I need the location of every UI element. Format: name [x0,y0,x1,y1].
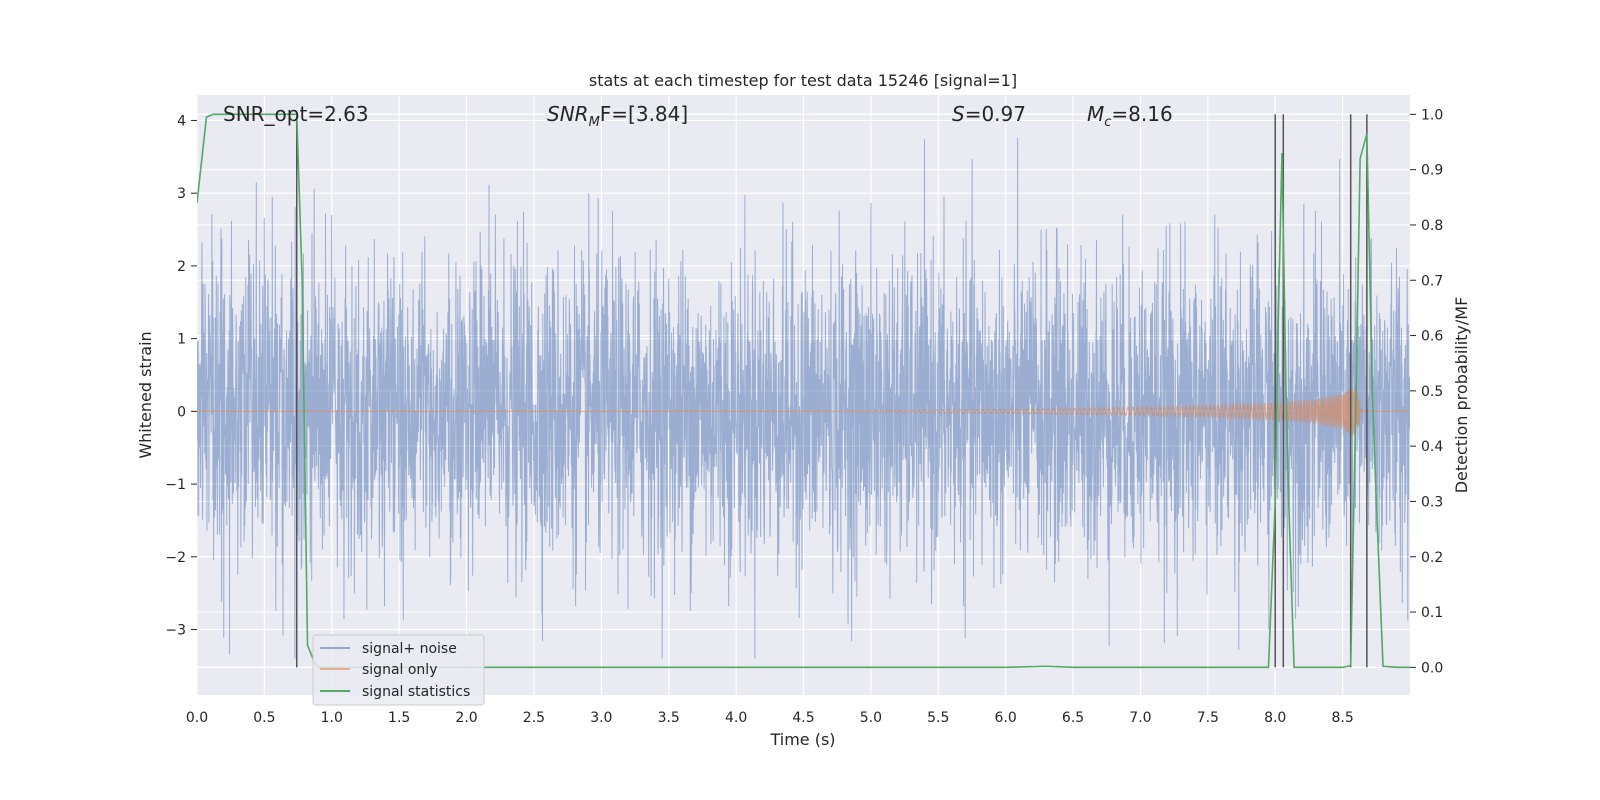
legend-box [312,634,485,706]
annotation-mc-sub: c [1104,115,1111,130]
y-left-tick-label-5: 2 [177,259,186,275]
legend-label-signal-only: signal only [362,662,437,678]
vertical-markers [295,114,1368,668]
y-right-tick-label-0: 0.0 [1421,660,1443,676]
chart-title: stats at each timestep for test data 152… [589,71,1017,90]
y-right-tick-label-9: 0.9 [1421,163,1443,179]
x-tick-label-14: 7.0 [1129,710,1151,726]
y-left-tick-label-6: 3 [177,186,186,202]
legend: signal+ noise signal only signal statist… [312,634,485,706]
x-tick-label-0: 0.0 [186,710,208,726]
series-signal-noise [197,137,1410,659]
y-left-tick-label-7: 4 [177,113,186,129]
x-tick-label-16: 8.0 [1264,710,1286,726]
annotation-snr-mf-sub: M [589,115,600,130]
legend-label-signal-statistics: signal statistics [362,684,470,700]
y-left-tick-label-3: 0 [177,404,186,420]
series-signal-statistics [197,113,1410,669]
series-signal-only [197,386,1410,436]
annotation-mc-name: M [1087,102,1104,126]
y-right-tick-label-10: 1.0 [1421,107,1443,123]
annotation-s: S=0.97 [952,102,1026,126]
x-tick-label-8: 4.0 [725,710,747,726]
x-tick-label-5: 2.5 [523,710,545,726]
x-tick-label-2: 1.0 [321,710,343,726]
signal-noise-line [197,137,1410,659]
x-axis-label: Time (s) [769,730,835,749]
annotation-mc: Mc=8.16 [1087,102,1173,130]
x-tick-label-9: 4.5 [792,710,814,726]
x-axis-ticks: 0.0 0.5 1.0 1.5 2.0 2.5 3.0 3.5 4.0 4.5 5.0 5.5 6.0 6… [186,710,1354,726]
annotation-snr-mf-name: SNR [547,102,589,126]
x-tick-label-10: 5.0 [860,710,882,726]
annotation-snr-mf: SNRMF=[3.84] [547,102,688,130]
y-left-tick-label-0: −3 [165,623,186,639]
y-axis-left-ticks: −3 −2 −1 0 1 2 3 4 [165,113,197,639]
annotation-snr-mf-rest: F=[3.84] [600,102,688,126]
x-tick-label-17: 8.5 [1331,710,1353,726]
annotation-s-name: S [952,102,965,126]
y-left-tick-label-2: −1 [165,477,186,493]
y-axis-right-label: Detection probability/MF [1452,297,1471,494]
signal-statistics-line [197,113,1410,669]
y-right-tick-label-7: 0.7 [1421,273,1443,289]
annotation-snr-opt: SNR_opt=2.63 [223,102,369,126]
y-left-tick-label-1: −2 [165,550,186,566]
y-right-tick-label-6: 0.6 [1421,329,1443,345]
x-tick-label-7: 3.5 [658,710,680,726]
y-axis-left-label: Whitened strain [136,331,155,458]
signal-only-line [197,386,1410,436]
annotation-s-rest: =0.97 [965,102,1026,126]
annotation-mc-rest: =8.16 [1111,102,1172,126]
legend-label-signal-noise: signal+ noise [362,641,457,657]
y-right-tick-label-2: 0.2 [1421,550,1443,566]
y-left-tick-label-4: 1 [177,332,186,348]
x-tick-label-3: 1.5 [388,710,410,726]
y-right-tick-label-8: 0.8 [1421,218,1443,234]
y-right-tick-label-4: 0.4 [1421,439,1443,455]
x-tick-label-15: 7.5 [1197,710,1219,726]
y-right-tick-label-5: 0.5 [1421,384,1443,400]
x-tick-label-4: 2.0 [455,710,477,726]
y-axis-right-ticks: 0.0 0.1 0.2 0.3 0.4 0.5 0.6 0.7 0.8 0.9 1.0 [1410,107,1443,676]
x-tick-label-13: 6.5 [1062,710,1084,726]
x-tick-label-1: 0.5 [253,710,275,726]
x-tick-label-11: 5.5 [927,710,949,726]
y-right-tick-label-1: 0.1 [1421,605,1443,621]
x-tick-label-6: 3.0 [590,710,612,726]
y-right-tick-label-3: 0.3 [1421,494,1443,510]
x-tick-label-12: 6.0 [995,710,1017,726]
